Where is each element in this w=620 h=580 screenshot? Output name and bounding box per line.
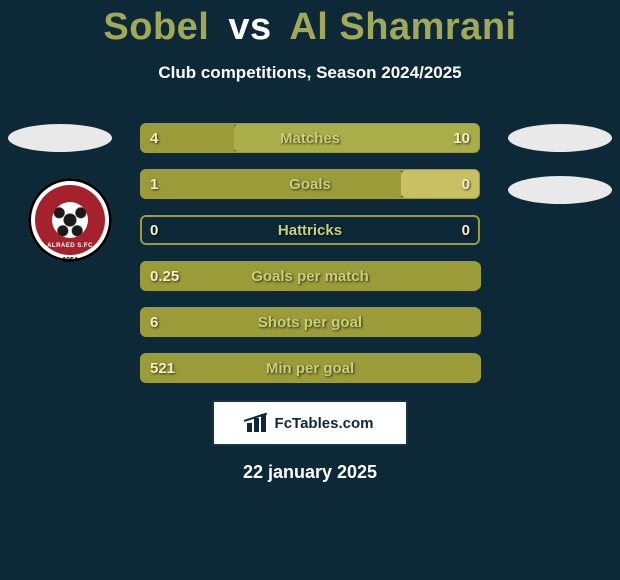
club-badge-year: 1954 (28, 257, 112, 264)
stat-row: 10Goals (140, 169, 480, 199)
stat-label: Shots per goal (140, 307, 480, 337)
club-badge: ALRAED S.FC 1954 (28, 178, 112, 262)
subtitle: Club competitions, Season 2024/2025 (0, 63, 620, 83)
stat-label: Goals per match (140, 261, 480, 291)
club-ellipse-right-1 (508, 124, 612, 152)
stat-row: 00Hattricks (140, 215, 480, 245)
page-title: Sobel vs Al Shamrani (0, 0, 620, 49)
soccer-ball-icon (52, 202, 88, 238)
comparison-bars: 410Matches 10Goals 00Hattricks 0.25Goals pe… (140, 123, 480, 399)
club-ellipse-left (8, 124, 112, 152)
player1-name: Sobel (103, 6, 209, 48)
player2-name: Al Shamrani (289, 6, 516, 48)
club-badge-inner: ALRAED S.FC (35, 185, 105, 255)
brand-badge[interactable]: FcTables.com (212, 400, 408, 446)
stat-row: 521Min per goal (140, 353, 480, 383)
stat-label: Goals (140, 169, 480, 199)
club-ellipse-right-2 (508, 176, 612, 204)
stat-label: Min per goal (140, 353, 480, 383)
brand-text: FcTables.com (275, 415, 374, 432)
club-badge-text: ALRAED S.FC (47, 243, 93, 249)
stat-label: Hattricks (140, 215, 480, 245)
stat-label: Matches (140, 123, 480, 153)
chart-icon (247, 414, 269, 432)
stat-row: 410Matches (140, 123, 480, 153)
vs-text: vs (220, 6, 279, 48)
date-text: 22 january 2025 (0, 462, 620, 483)
stat-row: 0.25Goals per match (140, 261, 480, 291)
stat-row: 6Shots per goal (140, 307, 480, 337)
